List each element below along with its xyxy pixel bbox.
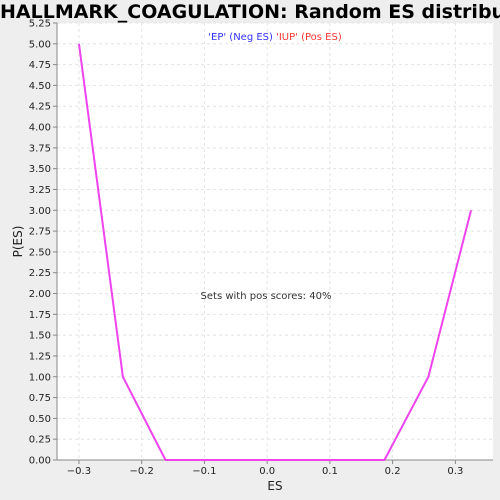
series-layer (77, 43, 473, 461)
y-tick-label: 4.00 (29, 123, 51, 134)
y-tick-label: 1.00 (29, 372, 51, 383)
legend: 'EP' (Neg ES) 'IUP' (Pos ES) (208, 32, 342, 43)
y-tick-label: 2.50 (29, 247, 51, 258)
y-tick-label: 4.50 (29, 81, 51, 92)
x-tick-label: 0.2 (385, 466, 401, 477)
legend-item: 'EP' (Neg ES) (208, 32, 273, 43)
annotation-text: Sets with pos scores: 40% (201, 291, 332, 302)
y-tick-label: 0.50 (29, 414, 51, 425)
y-tick-label: 3.25 (29, 185, 51, 196)
x-tick-label: −0.3 (67, 466, 91, 477)
x-tick-label: 0.3 (447, 466, 463, 477)
x-tick-label: −0.2 (130, 466, 154, 477)
legend-item: 'IUP' (Pos ES) (273, 32, 342, 43)
plot-area (57, 23, 493, 460)
y-tick-label: 2.75 (29, 227, 51, 238)
y-tick-labels: 0.00 0.25 0.50 0.75 1.00 1.25 1.50 1.75 2.00 2.25… (29, 19, 51, 467)
y-tick-label: 1.75 (29, 310, 51, 321)
x-tick-label: 0.1 (322, 466, 338, 477)
y-tick-label: 3.75 (29, 143, 51, 154)
x-axis-label: ES (267, 479, 282, 493)
x-tick-label: 0.0 (259, 466, 275, 477)
y-tick-label: 1.50 (29, 331, 51, 342)
y-tick-label: 4.75 (29, 60, 51, 71)
y-tick-label: 5.25 (29, 19, 51, 30)
grid (57, 22, 493, 461)
series-line (77, 43, 473, 461)
y-axis-label: P(ES) (11, 226, 25, 258)
legend-text: 'EP' (Neg ES) 'IUP' (Pos ES) (208, 32, 342, 43)
y-tick-label: 0.25 (29, 435, 51, 446)
x-tick-label: −0.1 (192, 466, 216, 477)
y-tick-label: 1.25 (29, 351, 51, 362)
chart-title: HALLMARK_COAGULATION: Random ES distribu… (0, 1, 500, 23)
y-tick-label: 3.00 (29, 206, 51, 217)
y-tick-label: 2.00 (29, 289, 51, 300)
y-tick-label: 3.50 (29, 164, 51, 175)
y-tick-label: 0.75 (29, 393, 51, 404)
y-tick-label: 5.00 (29, 39, 51, 50)
y-tick-label: 2.25 (29, 268, 51, 279)
y-tick-label: 0.00 (29, 456, 51, 467)
y-tick-label: 4.25 (29, 102, 51, 113)
x-tick-labels: −0.3 −0.2 −0.1 0.0 0.1 0.2 0.3 (67, 466, 464, 477)
